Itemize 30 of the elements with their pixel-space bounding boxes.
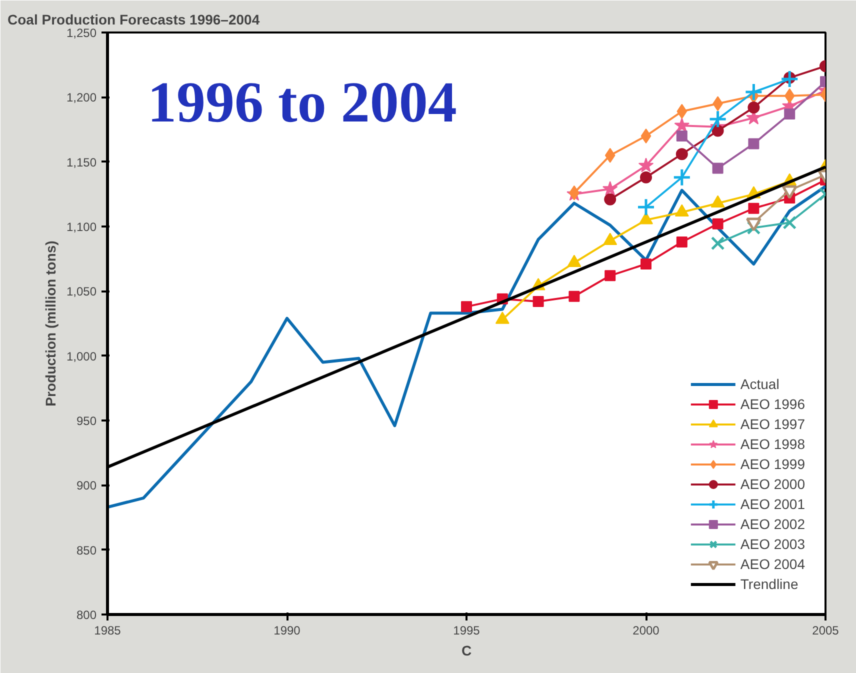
x-tick-label: 1985 <box>94 624 122 638</box>
x-tick-label: 1995 <box>453 624 480 638</box>
legend-label: Actual <box>740 375 780 394</box>
legend-label: AEO 1996 <box>740 395 805 414</box>
y-tick-label: 900 <box>76 478 97 493</box>
y-tick-label: 1,100 <box>66 220 97 234</box>
y-tick-label: 950 <box>76 414 97 428</box>
legend-label: AEO 2000 <box>740 475 805 494</box>
legend-label: AEO 1999 <box>740 455 805 474</box>
legend-label: Trendline <box>740 575 798 594</box>
legend-label: AEO 1998 <box>740 435 805 454</box>
y-tick-label: 800 <box>76 608 97 622</box>
legend-label: AEO 2004 <box>740 555 805 574</box>
y-tick-label: 1,200 <box>66 90 97 105</box>
x-tick-label: 1990 <box>274 624 301 638</box>
y-tick-label: 1,000 <box>66 349 97 364</box>
legend-label: AEO 2003 <box>740 535 805 554</box>
x-tick-label: 2000 <box>632 624 660 638</box>
y-tick-label: 1,050 <box>66 284 97 299</box>
y-axis-title: Production (million tons) <box>42 240 58 406</box>
chart-title: Coal Production Forecasts 1996–2004 <box>8 12 260 28</box>
legend-label: AEO 1997 <box>740 415 805 434</box>
y-tick-label: 1,250 <box>66 26 97 40</box>
legend-label: AEO 2002 <box>740 515 805 534</box>
y-tick-label: 1,150 <box>66 155 97 170</box>
x-tick-label: 2005 <box>812 624 840 638</box>
y-tick-label: 850 <box>76 543 97 558</box>
annotation: 1996 to 2004 <box>148 70 457 134</box>
legend-label: AEO 2001 <box>740 495 805 514</box>
x-axis-title: C <box>461 642 472 658</box>
